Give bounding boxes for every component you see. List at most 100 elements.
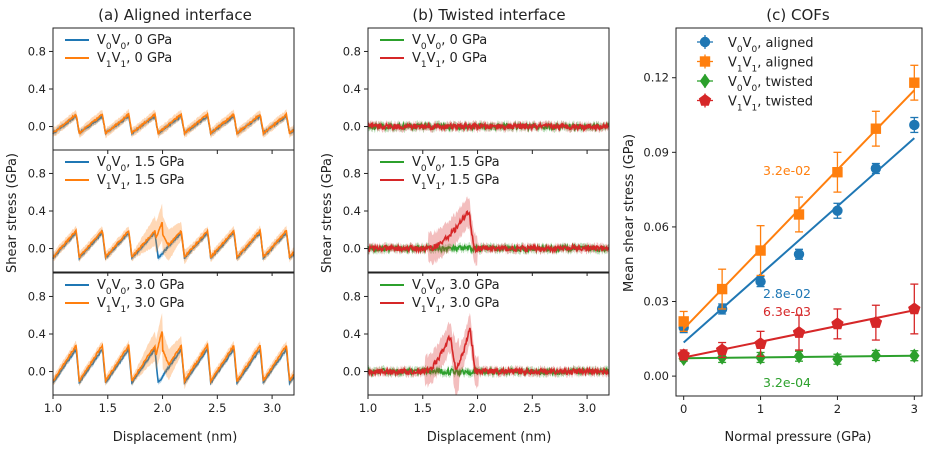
data-point-V0V0_aligned: [755, 276, 766, 287]
xtick-label: 0: [680, 402, 687, 416]
xtick-label: 3: [911, 402, 918, 416]
ytick-label: 0.09: [643, 145, 669, 159]
xtick-label: 3.0: [263, 401, 281, 415]
series-line-V1V1: [367, 210, 610, 255]
cofs-frame: [675, 27, 923, 397]
data-point-V1V1_twisted: [869, 316, 883, 328]
cof-label-V0V0_aligned: 2.8e-02: [763, 286, 811, 301]
ytick-label: 0.12: [643, 71, 669, 85]
ytick-label: 0.00: [643, 369, 669, 383]
data-point-V1V1_aligned: [832, 167, 843, 178]
legend-label-V0V0: V0V0, 3.0 GPa: [97, 278, 185, 297]
data-point-V1V1_twisted: [831, 317, 844, 330]
xtick-label: 2.0: [153, 401, 171, 415]
ytick-label: 0.8: [28, 44, 46, 58]
panel-frame: [52, 27, 295, 151]
data-point-V1V1_twisted: [677, 348, 690, 361]
cof-label-V0V0_twisted: 3.2e-04: [763, 375, 811, 390]
legend-label-V1V1_twisted: V1V1, twisted: [728, 95, 813, 114]
data-point-V0V0_aligned: [909, 119, 920, 131]
data-point-V1V1_twisted: [754, 337, 767, 349]
series-band-V1V1: [368, 196, 609, 267]
ylabel-cofs: Mean shear stress (GPa): [622, 134, 637, 292]
legend-label-V0V0_twisted: V0V0, twisted: [728, 75, 813, 94]
ytick-label: 0.8: [343, 289, 361, 303]
series-band-V1V1: [368, 312, 609, 396]
legend-label-V1V1: V1V1, 3.0 GPa: [97, 296, 185, 315]
legend-label-V1V1_aligned: V1V1, aligned: [728, 56, 813, 75]
xtick-label: 3.0: [578, 401, 596, 415]
xtick-label: 1.5: [414, 401, 432, 415]
panel-aligned-2: 0.0 0.4 0.8 1.0 1.5 2.0 2.5 3.0 V0V0, 3.0 GPaV1V…: [28, 272, 295, 415]
ytick-label: 0.4: [343, 82, 361, 96]
series-line-V1V1: [367, 121, 609, 133]
series-band-V1V1: [53, 109, 294, 139]
series-V1V1_aligned: 3.2e-02: [678, 64, 920, 333]
series-line-V1V1: [367, 327, 609, 378]
xlabel-cofs: Normal pressure (GPa): [725, 430, 872, 445]
panel-twisted-2: 0.0 0.4 0.8 1.0 1.5 2.0 2.5 3.0 V0V0, 3.0 GPaV1V…: [343, 272, 610, 415]
cofs-panel: 0.00 0.03 0.06 0.09 0.12 0 1 2 3 2.8e-02 3.2e-02 3.…: [643, 27, 923, 416]
ylabel-twisted: Shear stress (GPa): [320, 153, 335, 273]
data-point-V1V1_aligned: [793, 209, 805, 220]
data-point-V0V0_twisted: [832, 351, 843, 367]
ytick-label: 0.06: [643, 220, 669, 234]
data-point-V1V1_aligned: [678, 316, 689, 327]
legend-marker-V1V1_aligned: [699, 56, 711, 67]
ytick-label: 0.4: [28, 82, 46, 96]
data-point-V0V0_twisted: [793, 348, 805, 364]
ytick-label: 0.4: [343, 327, 361, 341]
data-point-V1V1_aligned: [716, 283, 728, 295]
series-line-V0V0: [52, 346, 295, 386]
ytick-label: 0.0: [28, 242, 46, 256]
legend-label-V0V0: V0V0, 0 GPa: [97, 33, 172, 52]
title-twisted: (b) Twisted interface: [412, 6, 565, 24]
data-point-V0V0_aligned: [832, 205, 843, 216]
series-line-V0V0: [52, 229, 295, 261]
series-V1V1_twisted: 6.3e-03: [677, 283, 921, 361]
title-cofs: (c) COFs: [766, 6, 830, 24]
legend-label-V0V0: V0V0, 1.5 GPa: [412, 155, 500, 174]
data-point-V1V1_aligned: [870, 123, 882, 134]
legend-marker-V0V0_aligned: [699, 36, 711, 48]
series-line-V1V1: [52, 331, 295, 385]
ytick-label: 0.4: [28, 204, 46, 218]
ytick-label: 0.4: [28, 327, 46, 341]
legend-label-V1V1: V1V1, 1.5 GPa: [412, 173, 500, 192]
legend-marker-V0V0_twisted: [699, 73, 711, 89]
xtick-label: 2.0: [468, 401, 486, 415]
xtick-label: 1: [757, 402, 764, 416]
legend-label-V1V1: V1V1, 1.5 GPa: [97, 173, 185, 192]
xtick-label: 2.5: [523, 401, 541, 415]
ytick-label: 0.8: [28, 166, 46, 180]
xlabel-twisted: Displacement (nm): [427, 430, 552, 445]
ytick-label: 0.0: [343, 242, 361, 256]
ytick-label: 0.0: [343, 365, 361, 379]
ytick-label: 0.8: [28, 289, 46, 303]
series-line-V1V1: [52, 221, 294, 260]
cof-label-V1V1_twisted: 6.3e-03: [763, 304, 811, 319]
ylabel-aligned: Shear stress (GPa): [5, 153, 20, 273]
data-point-V1V1_twisted: [715, 343, 729, 356]
ytick-label: 0.0: [28, 120, 46, 134]
data-point-V0V0_twisted: [755, 350, 766, 365]
ytick-label: 0.4: [343, 204, 361, 218]
xtick-label: 2: [834, 402, 841, 416]
data-point-V0V0_aligned: [793, 249, 805, 260]
legend-label-V0V0_aligned: V0V0, aligned: [728, 36, 813, 55]
xtick-label: 1.0: [359, 401, 377, 415]
ytick-label: 0.03: [643, 295, 669, 309]
ytick-label: 0.0: [28, 365, 46, 379]
